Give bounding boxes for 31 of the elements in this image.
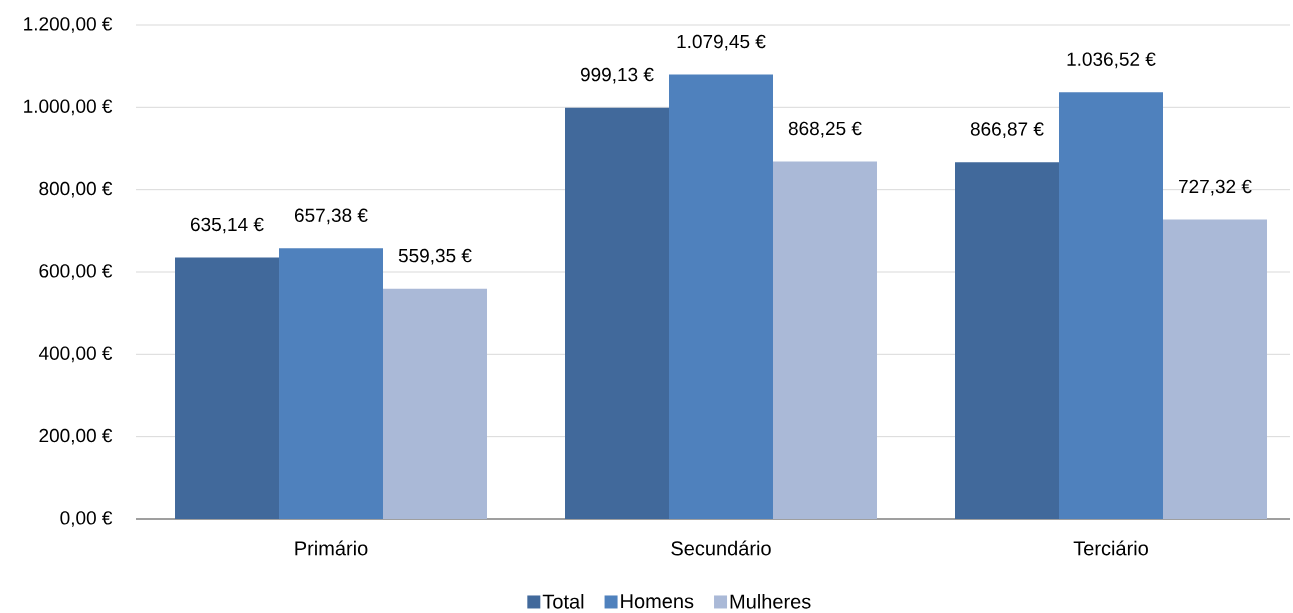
y-tick-label: 200,00 €: [39, 428, 113, 445]
data-label: 999,13 €: [580, 67, 654, 84]
bar: [1059, 92, 1163, 519]
x-tick-label: Primário: [295, 540, 368, 556]
y-tick-label: 800,00 €: [39, 181, 113, 198]
y-tick-label: 1.200,00 €: [24, 17, 113, 33]
bar: [955, 162, 1059, 519]
legend-label: Mulheres: [730, 593, 811, 609]
x-tick-label: Secundário: [671, 540, 771, 556]
bar: [565, 107, 670, 519]
bar: [279, 248, 384, 519]
y-tick-label: 400,00 €: [38, 346, 113, 363]
data-label: 657,38 €: [294, 208, 368, 225]
bar: [669, 74, 774, 519]
bar: [1163, 219, 1267, 519]
data-label: 868,25 €: [788, 121, 862, 138]
bar: [773, 161, 877, 519]
y-tick-label: 1.000,00 €: [24, 99, 113, 116]
data-label: 635,14 €: [190, 217, 264, 234]
y-tick-label: 600,00 €: [39, 264, 113, 280]
x-tick-label: Terciário: [1073, 540, 1148, 556]
data-label: 559,35 €: [398, 248, 472, 265]
legend-label: Total: [542, 593, 584, 609]
bar: [175, 257, 280, 519]
data-label: 727,32 €: [1178, 179, 1252, 196]
data-label: 866,87 €: [970, 122, 1044, 138]
legend-label: Homens: [621, 594, 694, 609]
bar: [383, 288, 488, 519]
y-tick-label: 0,00 €: [60, 511, 113, 527]
data-label: 1.036,52 €: [1067, 52, 1156, 69]
data-label: 1.079,45 €: [677, 34, 766, 51]
